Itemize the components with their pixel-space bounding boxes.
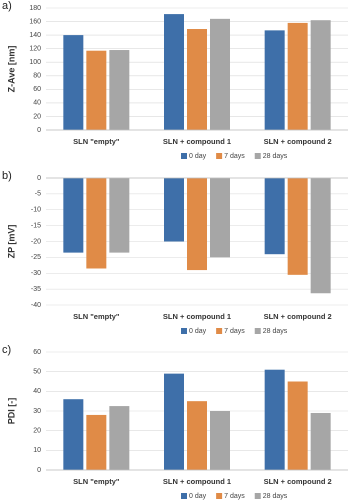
x-tick-label: SLN + compound 1 [163,312,231,321]
legend-swatch [216,153,223,159]
legend-swatch [181,328,187,334]
y-tick-label: 30 [33,408,41,415]
y-tick-label: -35 [31,286,41,293]
y-tick-label: 100 [29,59,41,66]
bar [63,178,84,253]
x-tick-label: SLN "empty" [73,477,120,486]
bar [86,178,107,269]
y-tick-label: -20 [31,238,41,245]
panel-label: a) [2,0,12,12]
legend-label: 0 day [189,153,207,160]
bar [287,22,308,131]
bar [164,14,184,131]
y-axis-title: ZP [mV] [6,225,16,259]
bar [86,414,107,470]
bar [310,412,331,470]
panel-label: b) [2,170,12,182]
bar [187,401,207,470]
y-tick-label: 20 [33,113,41,120]
y-tick-label: -30 [31,270,41,277]
legend-swatch [216,328,223,334]
y-tick-label: -5 [35,191,41,198]
y-tick-label: 0 [37,467,41,474]
y-tick-label: 50 [33,369,41,376]
legend-swatch [181,493,187,499]
x-tick-label: SLN + compound 1 [163,137,231,146]
y-tick-label: 0 [37,127,41,134]
bar [187,178,207,271]
legend-swatch [254,328,261,334]
y-tick-label: 40 [33,388,41,395]
x-tick-label: SLN "empty" [73,137,120,146]
y-tick-label: -10 [31,207,41,214]
bar [264,30,285,130]
bar [264,369,285,470]
bar [287,178,308,275]
bar [210,411,230,470]
x-tick-label: SLN + compound 2 [264,477,332,486]
bar [310,178,331,294]
legend-label: 28 days [263,493,288,500]
y-tick-label: 80 [33,73,41,80]
x-tick-label: SLN "empty" [73,312,120,321]
y-tick-label: -25 [31,254,41,261]
bar [264,178,285,255]
y-axis-title: Z-Ave [nm] [6,46,16,93]
legend-label: 7 days [224,153,245,160]
y-tick-label: 60 [33,349,41,356]
legend-label: 0 day [189,328,207,335]
y-tick-label: 160 [29,18,41,25]
y-tick-label: 40 [33,100,41,107]
bar [109,178,130,253]
legend-label: 0 day [189,493,207,500]
bar [187,29,207,131]
legend-label: 7 days [224,493,245,500]
bar [63,399,84,470]
y-tick-label: -15 [31,222,41,229]
legend-label: 28 days [263,153,288,160]
y-tick-label: 0 [37,175,41,182]
y-tick-label: -40 [31,302,41,309]
bar [86,50,107,131]
y-axis-title: PDI [-] [6,398,16,425]
bar [310,20,331,131]
y-tick-label: 20 [33,428,41,435]
y-tick-label: 60 [33,86,41,93]
legend-swatch [254,153,261,159]
bar [210,18,230,130]
legend-swatch [181,153,187,159]
legend-swatch [216,493,223,499]
panel-label: c) [2,344,11,356]
y-tick-label: 10 [33,447,41,454]
y-tick-label: 120 [29,46,41,53]
y-tick-label: 140 [29,32,41,39]
bar [164,373,184,470]
bar [109,406,130,470]
legend-label: 7 days [224,328,245,335]
x-tick-label: SLN + compound 2 [264,312,332,321]
legend-label: 28 days [263,328,288,335]
y-tick-label: 180 [29,5,41,12]
bar [287,381,308,470]
x-tick-label: SLN + compound 2 [264,137,332,146]
bar [210,178,230,258]
legend-swatch [254,493,261,499]
bar [63,35,84,130]
bar [109,50,130,131]
x-tick-label: SLN + compound 1 [163,477,231,486]
bar [164,178,184,242]
